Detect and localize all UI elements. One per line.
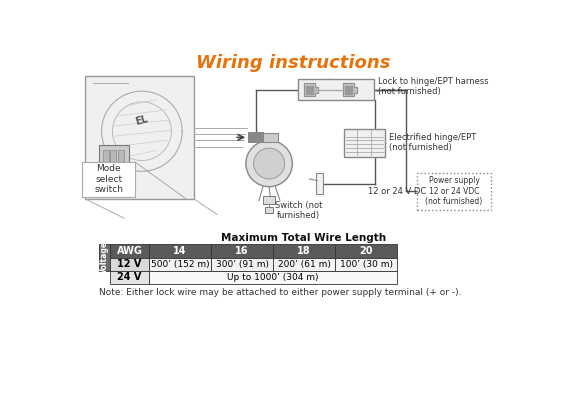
Text: Electrified hinge/EPT
(not furnished): Electrified hinge/EPT (not furnished) (390, 133, 476, 153)
Bar (100, 245, 110, 271)
Bar (273, 258, 335, 271)
Bar (248, 132, 264, 143)
Bar (149, 245, 211, 258)
Text: 500’ (152 m): 500’ (152 m) (150, 260, 209, 269)
Bar (85, 76, 194, 199)
Text: 100’ (30 m): 100’ (30 m) (340, 260, 392, 269)
Text: Up to 1000’ (304 m): Up to 1000’ (304 m) (227, 273, 319, 282)
Bar (335, 258, 397, 271)
Text: 14: 14 (173, 246, 186, 256)
Text: Wiring instructions: Wiring instructions (196, 54, 391, 72)
Bar (298, 79, 374, 101)
Bar (118, 151, 124, 163)
Bar (102, 151, 109, 163)
Bar (263, 196, 275, 204)
Text: 16: 16 (235, 246, 249, 256)
Text: Power supply
12 or 24 VDC
(not furnished): Power supply 12 or 24 VDC (not furnished… (426, 176, 483, 206)
Bar (344, 129, 384, 157)
Text: Note: Either lock wire may be attached to either power supply terminal (+ or -).: Note: Either lock wire may be attached t… (100, 288, 462, 297)
Bar (273, 245, 335, 258)
Bar (149, 271, 397, 284)
Text: Mode
select
switch: Mode select switch (94, 164, 123, 194)
Polygon shape (307, 86, 309, 94)
Text: Switch (not
furnished): Switch (not furnished) (275, 201, 322, 220)
Bar (211, 245, 273, 258)
Circle shape (253, 148, 285, 179)
Bar (335, 245, 397, 258)
Text: 18: 18 (297, 246, 311, 256)
Bar (110, 271, 149, 284)
Bar (417, 173, 491, 210)
Text: 300’ (91 m): 300’ (91 m) (216, 260, 268, 269)
Polygon shape (304, 83, 318, 96)
Bar (110, 245, 149, 258)
Bar (110, 151, 117, 163)
Bar (82, 162, 135, 197)
Text: EL: EL (134, 114, 149, 127)
Text: 24 V: 24 V (117, 272, 142, 282)
Circle shape (246, 140, 292, 187)
Bar (100, 145, 129, 166)
Bar (316, 173, 323, 195)
Text: 20: 20 (359, 246, 373, 256)
Text: 12 V: 12 V (117, 259, 142, 269)
Text: Maximum Total Wire Length: Maximum Total Wire Length (221, 233, 387, 243)
Text: AWG: AWG (117, 246, 142, 256)
Polygon shape (349, 86, 352, 94)
Bar (149, 258, 211, 271)
Polygon shape (343, 83, 357, 96)
Bar (265, 207, 273, 213)
Bar (211, 258, 273, 271)
Text: Lock to hinge/EPT harness
(not furnished): Lock to hinge/EPT harness (not furnished… (379, 77, 489, 96)
Polygon shape (310, 86, 313, 94)
Polygon shape (345, 86, 348, 94)
Bar (260, 133, 279, 142)
Bar (110, 258, 149, 271)
Text: 12 or 24 V DC: 12 or 24 V DC (368, 187, 426, 196)
Text: Voltage: Voltage (100, 241, 109, 274)
Text: 200’ (61 m): 200’ (61 m) (277, 260, 331, 269)
